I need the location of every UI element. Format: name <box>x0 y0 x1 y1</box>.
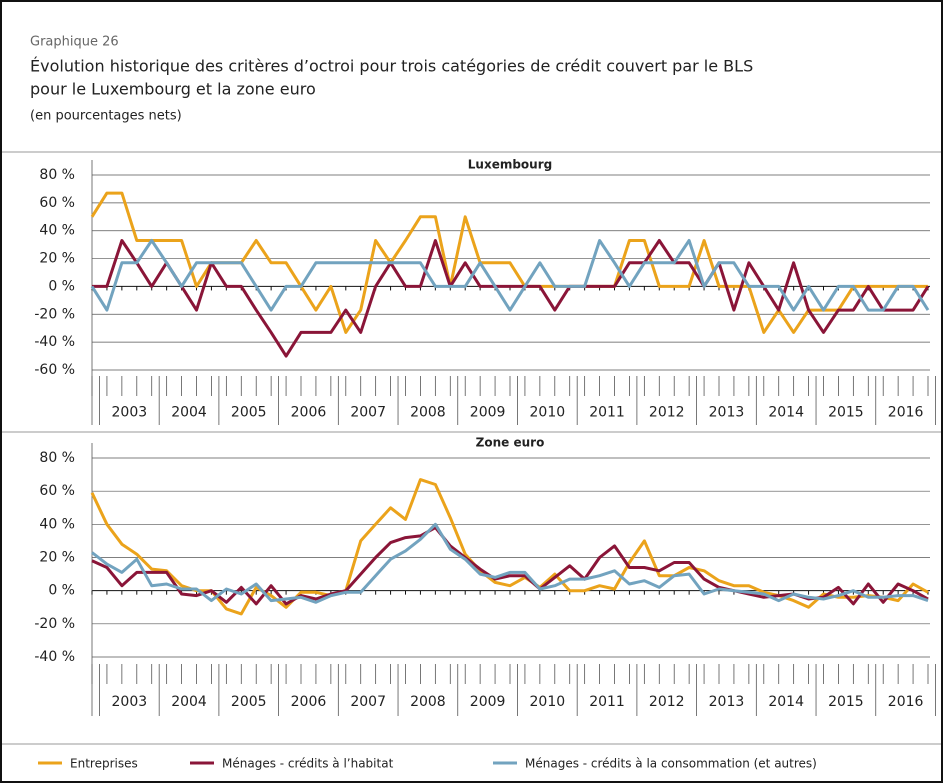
x-tick-label: 2004 <box>171 694 207 710</box>
y-tick-label: 40 % <box>39 516 75 532</box>
panel-title: Zone euro <box>476 436 545 450</box>
chart-title: Évolution historique des critères d’octr… <box>30 57 753 76</box>
x-tick-label: 2003 <box>112 405 148 421</box>
y-tick-label: -40 % <box>34 649 75 665</box>
y-tick-label: -60 % <box>34 362 75 378</box>
y-tick-label: 80 % <box>39 450 75 466</box>
x-tick-label: 2015 <box>828 694 864 710</box>
y-tick-label: 0 % <box>48 278 75 294</box>
x-tick-label: 2012 <box>649 405 685 421</box>
x-tick-label: 2006 <box>291 405 327 421</box>
y-tick-label: 0 % <box>48 583 75 599</box>
x-tick-label: 2007 <box>350 405 386 421</box>
y-tick-label: 60 % <box>39 195 75 211</box>
panel-title: Luxembourg <box>468 158 552 172</box>
x-tick-label: 2005 <box>231 694 267 710</box>
x-tick-label: 2011 <box>589 694 625 710</box>
x-tick-label: 2015 <box>828 405 864 421</box>
y-tick-label: 40 % <box>39 223 75 239</box>
x-tick-label: 2010 <box>530 405 566 421</box>
x-tick-label: 2006 <box>291 694 327 710</box>
x-tick-label: 2008 <box>410 694 446 710</box>
x-tick-label: 2013 <box>709 694 745 710</box>
y-tick-label: -40 % <box>34 334 75 350</box>
legend-label: Ménages - crédits à l’habitat <box>222 757 394 771</box>
x-tick-label: 2008 <box>410 405 446 421</box>
x-tick-label: 2016 <box>888 694 924 710</box>
x-tick-label: 2011 <box>589 405 625 421</box>
chart-title: pour le Luxembourg et la zone euro <box>30 80 316 99</box>
y-tick-label: 20 % <box>39 251 75 267</box>
x-tick-label: 2014 <box>768 405 804 421</box>
series-line <box>92 239 930 358</box>
legend-label: Entreprises <box>70 757 138 771</box>
x-tick-label: 2005 <box>231 405 267 421</box>
y-tick-label: 80 % <box>39 167 75 183</box>
series-line <box>90 478 929 616</box>
x-tick-label: 2016 <box>888 405 924 421</box>
y-tick-label: 20 % <box>39 550 75 566</box>
y-tick-label: -20 % <box>34 306 75 322</box>
x-tick-label: 2004 <box>171 405 207 421</box>
x-tick-label: 2007 <box>350 694 386 710</box>
y-tick-label: 60 % <box>39 483 75 499</box>
x-tick-label: 2010 <box>530 694 566 710</box>
series-line <box>91 526 929 606</box>
series-line <box>90 239 930 312</box>
x-tick-label: 2009 <box>470 694 506 710</box>
x-tick-label: 2003 <box>112 694 148 710</box>
x-tick-label: 2013 <box>709 405 745 421</box>
x-tick-label: 2012 <box>649 694 685 710</box>
legend-label: Ménages - crédits à la consommation (et … <box>525 757 817 771</box>
chart-label: Graphique 26 <box>30 35 119 50</box>
series-line <box>91 522 929 604</box>
y-tick-label: -20 % <box>34 616 75 632</box>
chart-subtitle: (en pourcentages nets) <box>30 109 182 124</box>
x-tick-label: 2009 <box>470 405 506 421</box>
x-tick-label: 2014 <box>768 694 804 710</box>
